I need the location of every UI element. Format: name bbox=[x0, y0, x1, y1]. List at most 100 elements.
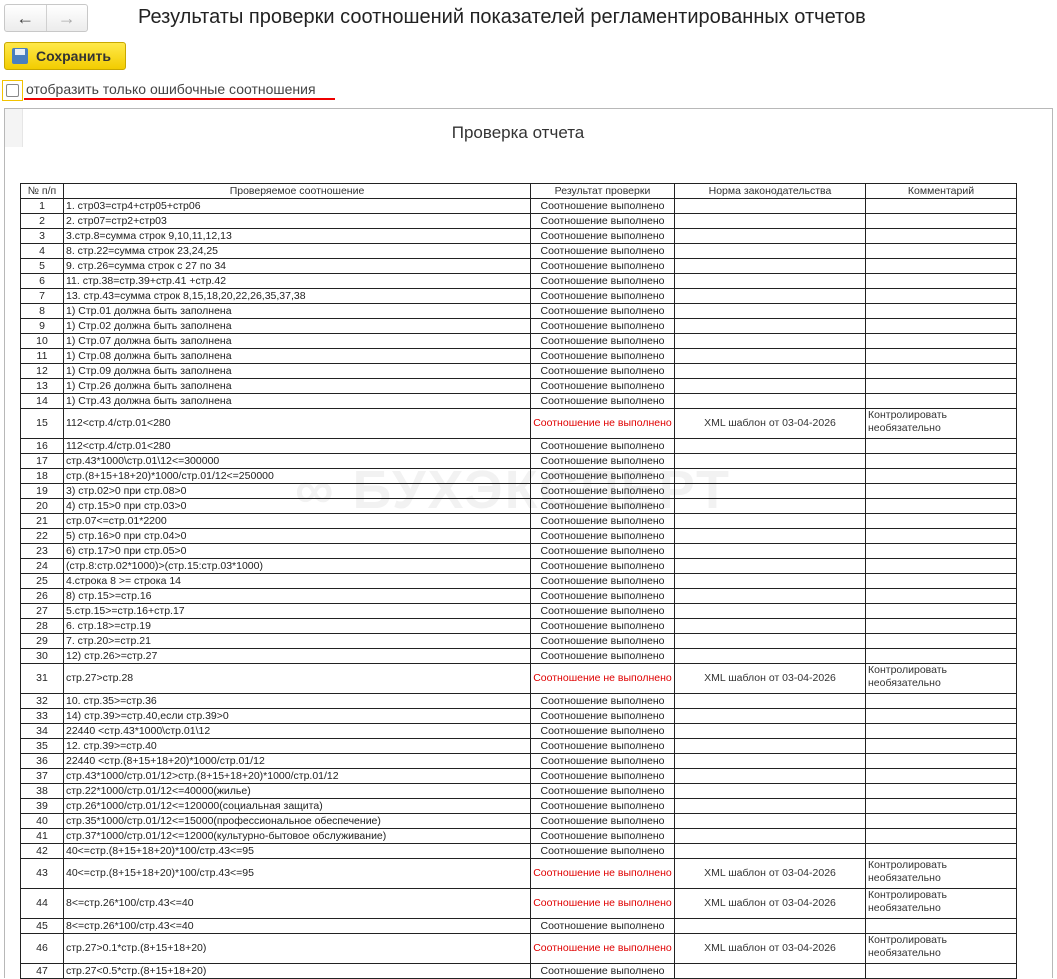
row-comment bbox=[865, 813, 1017, 829]
row-result: Соотношение выполнено bbox=[530, 573, 675, 589]
row-relation: стр.27<0.5*стр.(8+15+18+20) bbox=[63, 963, 531, 979]
table-row: 17 стр.43*1000\стр.01\12<=300000 Соотношен… bbox=[20, 453, 1017, 469]
row-comment: Контролировать необязательно bbox=[865, 933, 1017, 964]
save-label: Сохранить bbox=[36, 48, 111, 64]
errors-only-checkbox[interactable] bbox=[2, 80, 23, 101]
results-table: № п/п Проверяемое соотношение Результат … bbox=[20, 183, 1017, 979]
col-result: Результат проверки bbox=[530, 183, 675, 199]
row-norm bbox=[674, 573, 866, 589]
row-norm bbox=[674, 438, 866, 454]
row-relation: 4) стр.15>0 при стр.03>0 bbox=[63, 498, 531, 514]
table-row: 7 13. стр.43=сумма строк 8,15,18,20,22,26… bbox=[20, 288, 1017, 304]
row-relation: 1) Стр.26 должна быть заполнена bbox=[63, 378, 531, 394]
window-title: Результаты проверки соотношений показате… bbox=[138, 6, 866, 28]
table-row: 4 8. стр.22=сумма строк 23,24,25 Соотношен… bbox=[20, 243, 1017, 259]
table-row: 2 2. стр07=стр2+стр03 Соотношение выполнен… bbox=[20, 213, 1017, 229]
table-row: 22 5) стр.16>0 при стр.04>0 Соотношение вы… bbox=[20, 528, 1017, 544]
row-norm bbox=[674, 918, 866, 934]
row-result: Соотношение выполнено bbox=[530, 693, 675, 709]
row-norm bbox=[674, 828, 866, 844]
row-comment bbox=[865, 528, 1017, 544]
report-panel: Проверка отчета ∞ БУХЭКСПЕРТ № п/п Прове… bbox=[4, 108, 1053, 979]
checkbox-box bbox=[6, 84, 19, 97]
row-result: Соотношение выполнено bbox=[530, 303, 675, 319]
row-norm: XML шаблон от 03-04-2026 bbox=[674, 858, 866, 889]
table-row: 26 8) стр.15>=стр.16 Соотношение выполнено bbox=[20, 588, 1017, 604]
row-relation: 1) Стр.43 должна быть заполнена bbox=[63, 393, 531, 409]
row-relation: 13. стр.43=сумма строк 8,15,18,20,22,26,… bbox=[63, 288, 531, 304]
table-row: 1 1. стр03=стр4+стр05+стр06 Соотношение вы… bbox=[20, 198, 1017, 214]
row-number: 13 bbox=[20, 378, 64, 394]
row-result: Соотношение выполнено bbox=[530, 213, 675, 229]
row-comment bbox=[865, 738, 1017, 754]
row-relation: 4.строка 8 >= строка 14 bbox=[63, 573, 531, 589]
row-norm bbox=[674, 393, 866, 409]
row-norm bbox=[674, 513, 866, 529]
row-number: 7 bbox=[20, 288, 64, 304]
save-button[interactable]: Сохранить bbox=[4, 42, 126, 70]
row-comment bbox=[865, 243, 1017, 259]
row-norm: XML шаблон от 03-04-2026 bbox=[674, 408, 866, 439]
row-comment bbox=[865, 468, 1017, 484]
table-row: 27 5.стр.15>=стр.16+стр.17 Соотношение вып… bbox=[20, 603, 1017, 619]
col-number: № п/п bbox=[20, 183, 64, 199]
row-number: 43 bbox=[20, 858, 64, 889]
row-comment bbox=[865, 783, 1017, 799]
row-number: 6 bbox=[20, 273, 64, 289]
row-norm bbox=[674, 333, 866, 349]
row-norm bbox=[674, 693, 866, 709]
row-comment: Контролировать необязательно bbox=[865, 663, 1017, 694]
row-result: Соотношение выполнено bbox=[530, 918, 675, 934]
row-norm bbox=[674, 798, 866, 814]
row-norm bbox=[674, 258, 866, 274]
back-button[interactable]: ← bbox=[5, 5, 47, 31]
row-number: 10 bbox=[20, 333, 64, 349]
table-row: 5 9. стр.26=сумма строк с 27 по 34 Соотнош… bbox=[20, 258, 1017, 274]
row-number: 44 bbox=[20, 888, 64, 919]
table-row: 21 стр.07<=стр.01*2200 Соотношение выполне… bbox=[20, 513, 1017, 529]
row-number: 28 bbox=[20, 618, 64, 634]
table-row: 8 1) Стр.01 должна быть заполнена Соотноше… bbox=[20, 303, 1017, 319]
row-result: Соотношение выполнено bbox=[530, 228, 675, 244]
row-relation: 14) стр.39>=стр.40,если стр.39>0 bbox=[63, 708, 531, 724]
row-result: Соотношение выполнено bbox=[530, 588, 675, 604]
row-norm: XML шаблон от 03-04-2026 bbox=[674, 663, 866, 694]
table-row: 47 стр.27<0.5*стр.(8+15+18+20) Соотношение… bbox=[20, 963, 1017, 979]
row-relation: 1) Стр.08 должна быть заполнена bbox=[63, 348, 531, 364]
row-number: 1 bbox=[20, 198, 64, 214]
row-relation: 1) Стр.09 должна быть заполнена bbox=[63, 363, 531, 379]
row-result: Соотношение выполнено bbox=[530, 648, 675, 664]
row-number: 37 bbox=[20, 768, 64, 784]
row-result: Соотношение выполнено bbox=[530, 828, 675, 844]
row-comment bbox=[865, 393, 1017, 409]
row-relation: 8. стр.22=сумма строк 23,24,25 bbox=[63, 243, 531, 259]
row-relation: 12) стр.26>=стр.27 bbox=[63, 648, 531, 664]
row-relation: 40<=стр.(8+15+18+20)*100/стр.43<=95 bbox=[63, 843, 531, 859]
row-norm bbox=[674, 738, 866, 754]
row-comment bbox=[865, 453, 1017, 469]
table-row: 11 1) Стр.08 должна быть заполнена Соотнош… bbox=[20, 348, 1017, 364]
table-row: 33 14) стр.39>=стр.40,если стр.39>0 Соотно… bbox=[20, 708, 1017, 724]
table-row: 9 1) Стр.02 должна быть заполнена Соотноше… bbox=[20, 318, 1017, 334]
row-result: Соотношение выполнено bbox=[530, 843, 675, 859]
table-row: 30 12) стр.26>=стр.27 Соотношение выполнен… bbox=[20, 648, 1017, 664]
errors-only-label[interactable]: отобразить только ошибочные соотношения bbox=[26, 81, 316, 97]
row-comment bbox=[865, 348, 1017, 364]
row-comment bbox=[865, 963, 1017, 979]
row-number: 18 bbox=[20, 468, 64, 484]
row-norm bbox=[674, 783, 866, 799]
row-result: Соотношение выполнено bbox=[530, 558, 675, 574]
row-comment bbox=[865, 318, 1017, 334]
row-norm bbox=[674, 723, 866, 739]
row-comment bbox=[865, 918, 1017, 934]
table-row: 41 стр.37*1000/стр.01/12<=12000(культурно… bbox=[20, 828, 1017, 844]
row-number: 41 bbox=[20, 828, 64, 844]
row-relation: 6. стр.18>=стр.19 bbox=[63, 618, 531, 634]
table-row: 45 8<=стр.26*100/стр.43<=40 Соотношение вы… bbox=[20, 918, 1017, 934]
row-result: Соотношение выполнено bbox=[530, 273, 675, 289]
forward-button[interactable]: → bbox=[47, 5, 88, 31]
table-row: 13 1) Стр.26 должна быть заполнена Соотнош… bbox=[20, 378, 1017, 394]
row-relation: 8<=стр.26*100/стр.43<=40 bbox=[63, 918, 531, 934]
table-row: 24 (стр.8:стр.02*1000)>(стр.15:стр.03*100… bbox=[20, 558, 1017, 574]
row-result: Соотношение выполнено bbox=[530, 513, 675, 529]
